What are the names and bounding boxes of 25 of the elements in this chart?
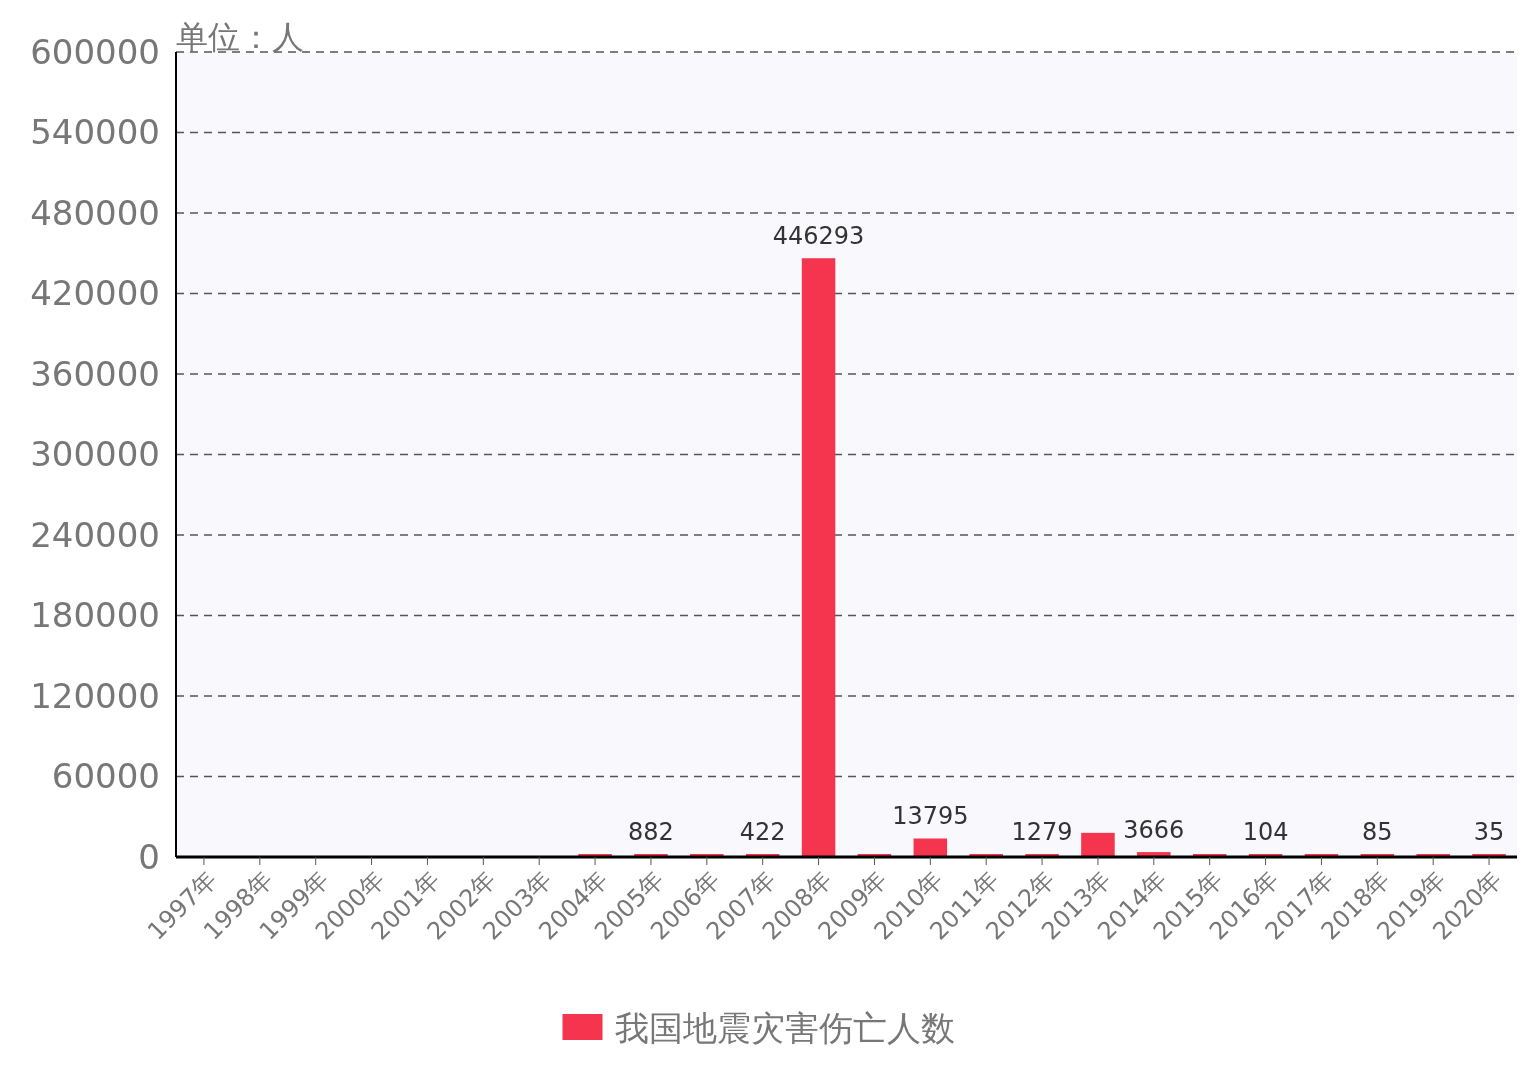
data-label: 446293 [772, 222, 865, 251]
data-label: 35 [1473, 818, 1505, 846]
y-tick-label: 180000 [30, 595, 160, 636]
data-label: 85 [1362, 818, 1393, 846]
data-label: 3666 [1123, 816, 1185, 845]
y-tick-label: 240000 [30, 514, 160, 555]
data-label: 1279 [1011, 818, 1073, 846]
y-tick-label: 360000 [30, 353, 160, 394]
data-label: 882 [628, 818, 674, 846]
bar [1081, 832, 1115, 857]
bar [801, 258, 836, 857]
y-tick-label: 540000 [30, 112, 160, 153]
y-tick-label: 480000 [30, 192, 160, 233]
bar [913, 838, 948, 857]
data-label: 104 [1242, 818, 1289, 846]
y-tick-label: 0 [138, 836, 160, 877]
y-tick-label: 300000 [30, 434, 160, 475]
y-tick-label: 120000 [30, 675, 160, 716]
data-label: 13795 [892, 802, 969, 831]
y-axis-title: 单位：人 [176, 18, 304, 56]
legend-label: 我国地震灾害伤亡人数 [614, 1008, 955, 1048]
data-label: 422 [739, 818, 786, 846]
y-tick-label: 420000 [30, 273, 160, 314]
y-tick-label: 60000 [51, 756, 160, 797]
y-tick-label: 600000 [30, 31, 160, 72]
